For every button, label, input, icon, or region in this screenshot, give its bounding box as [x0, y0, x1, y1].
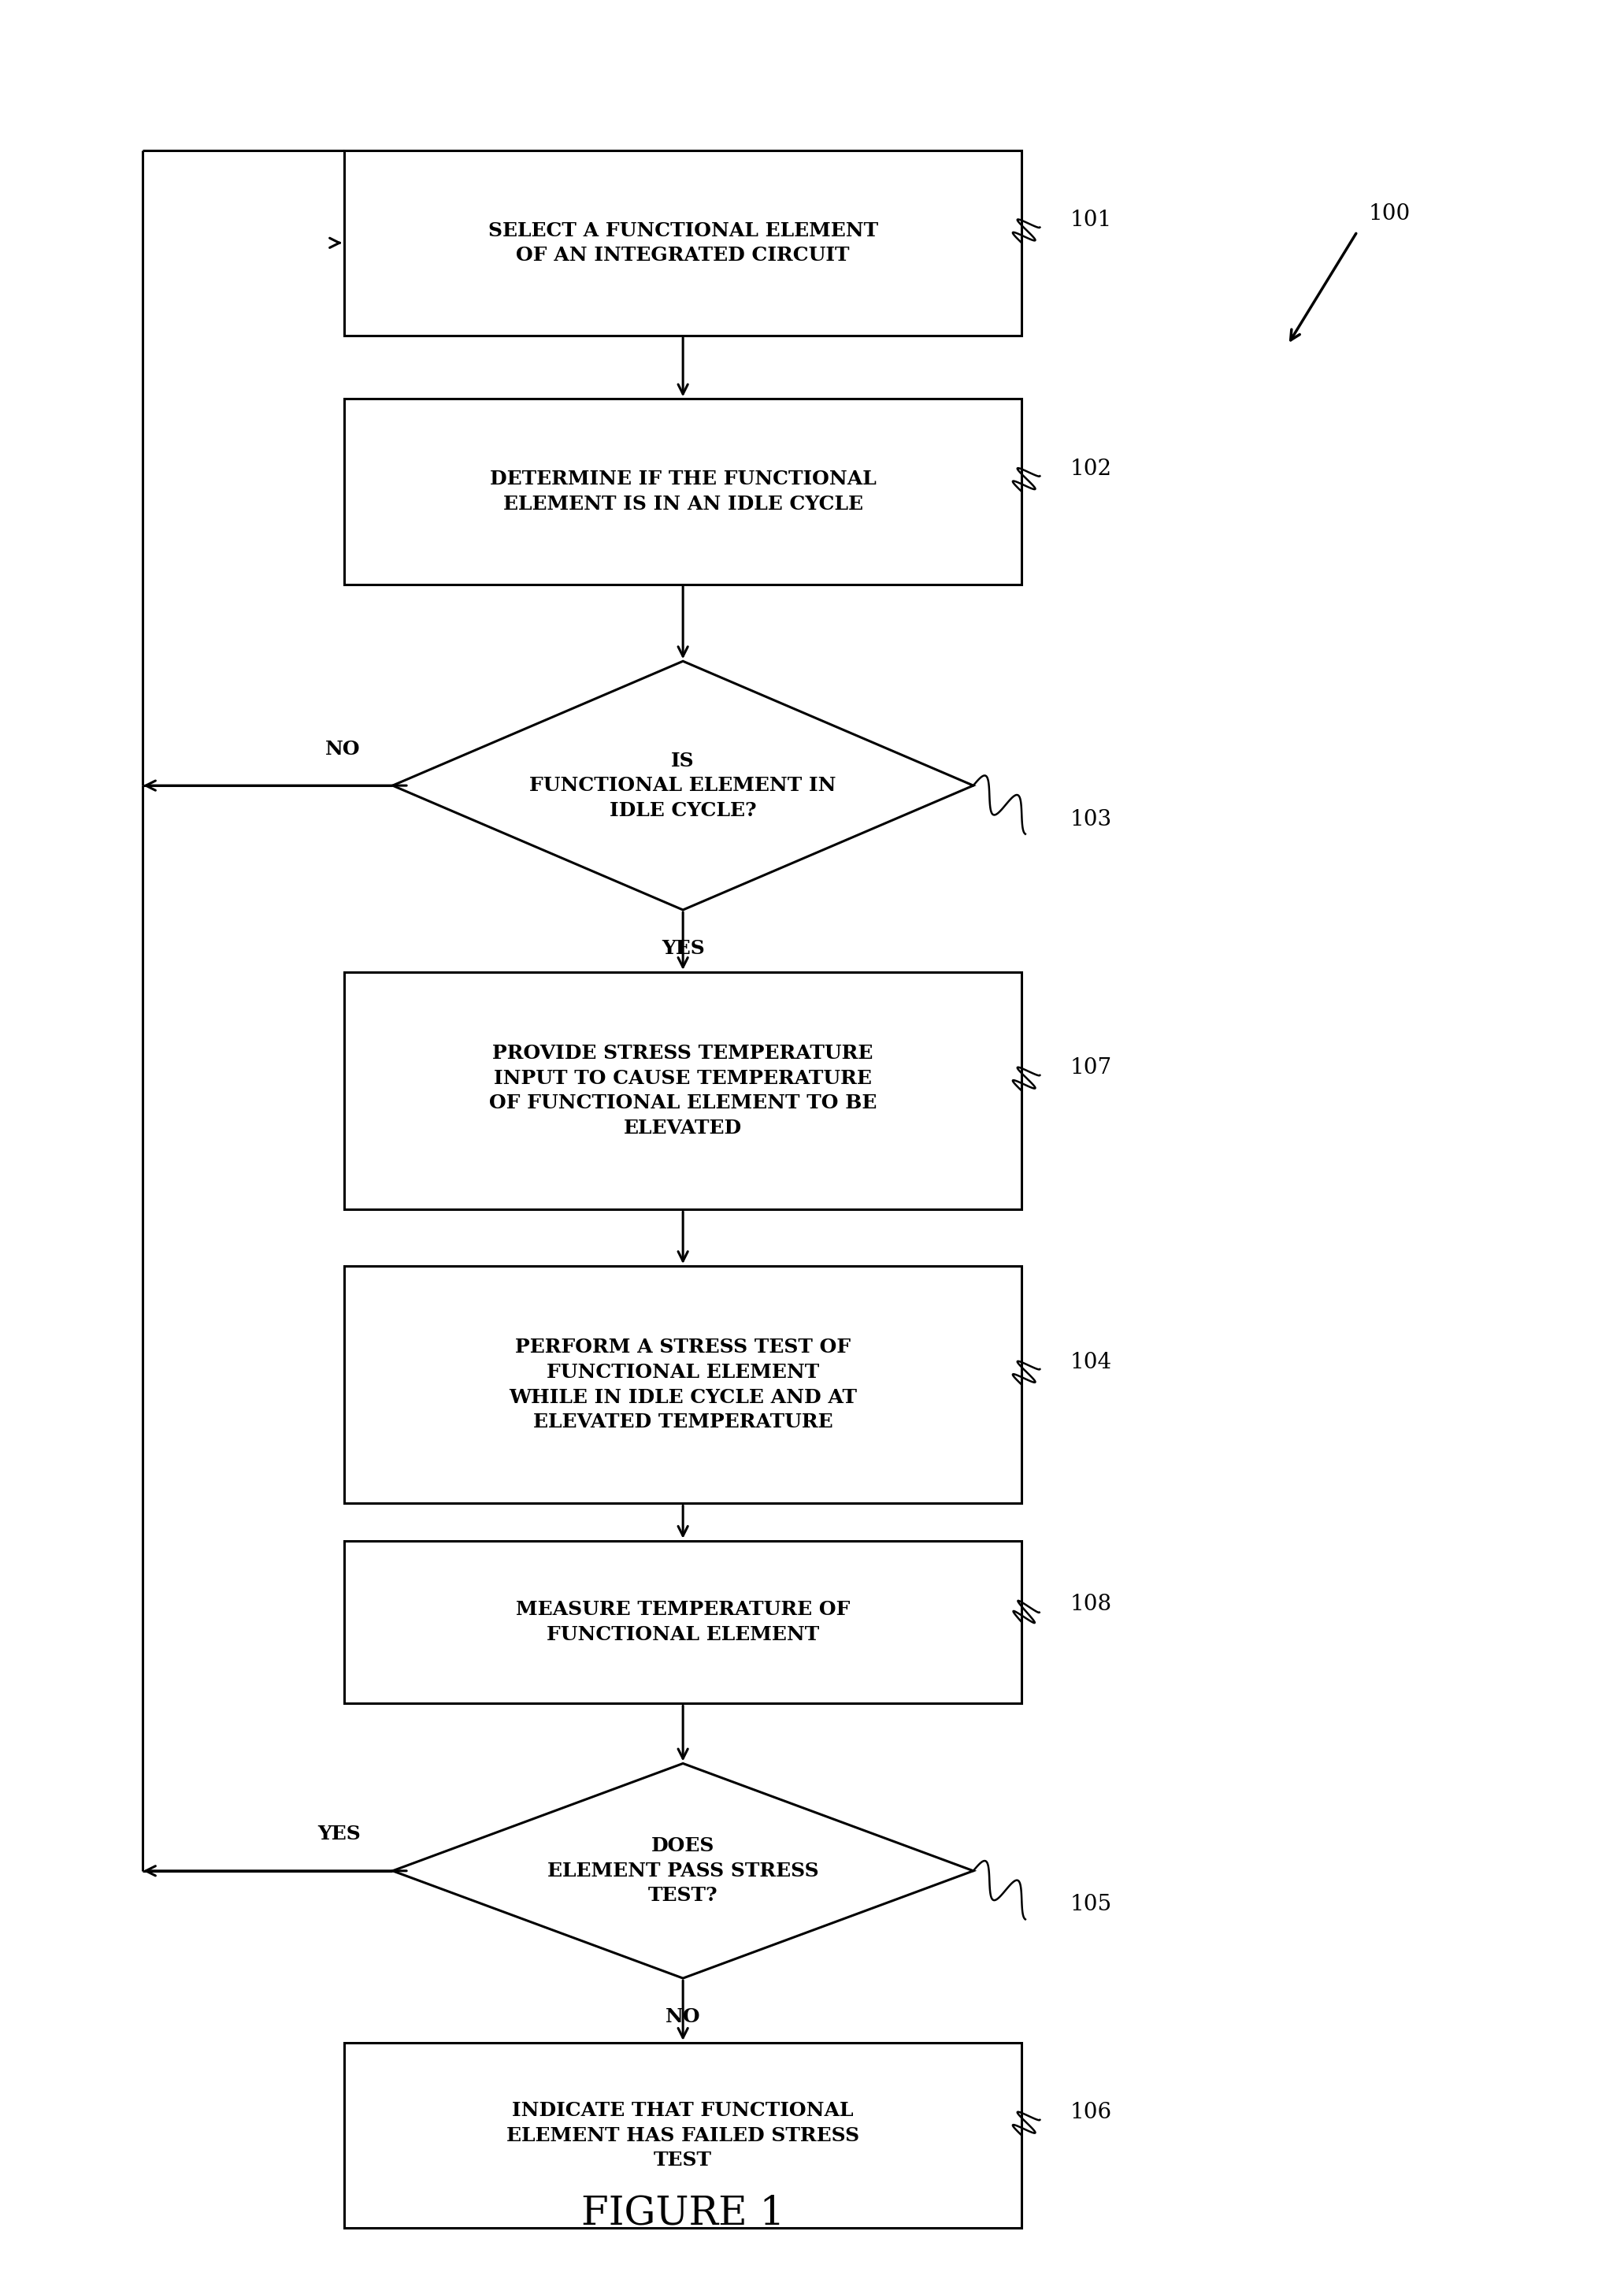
Text: 102: 102 — [1070, 459, 1112, 479]
Text: YES: YES — [661, 938, 705, 959]
Text: NO: NO — [666, 2008, 700, 2027]
Text: 104: 104 — [1070, 1352, 1112, 1372]
Text: 108: 108 — [1070, 1593, 1112, 1615]
Polygon shape — [393, 1763, 973, 1979]
Bar — [344, 400, 1021, 584]
Bar — [344, 2043, 1021, 2229]
Bar — [344, 1266, 1021, 1504]
Text: NO: NO — [325, 738, 361, 759]
Text: YES: YES — [317, 1824, 361, 1843]
Text: FIGURE 1: FIGURE 1 — [581, 2195, 784, 2233]
Text: MEASURE TEMPERATURE OF
FUNCTIONAL ELEMENT: MEASURE TEMPERATURE OF FUNCTIONAL ELEMEN… — [516, 1599, 849, 1645]
Polygon shape — [393, 661, 973, 909]
Text: 106: 106 — [1070, 2102, 1112, 2124]
Text: DOES
ELEMENT PASS STRESS
TEST?: DOES ELEMENT PASS STRESS TEST? — [547, 1836, 818, 1906]
Text: DETERMINE IF THE FUNCTIONAL
ELEMENT IS IN AN IDLE CYCLE: DETERMINE IF THE FUNCTIONAL ELEMENT IS I… — [490, 470, 877, 513]
Text: PROVIDE STRESS TEMPERATURE
INPUT TO CAUSE TEMPERATURE
OF FUNCTIONAL ELEMENT TO B: PROVIDE STRESS TEMPERATURE INPUT TO CAUS… — [489, 1043, 877, 1138]
Text: 100: 100 — [1369, 204, 1411, 225]
Bar — [344, 1540, 1021, 1704]
Text: INDICATE THAT FUNCTIONAL
ELEMENT HAS FAILED STRESS
TEST: INDICATE THAT FUNCTIONAL ELEMENT HAS FAI… — [507, 2102, 859, 2170]
Text: PERFORM A STRESS TEST OF
FUNCTIONAL ELEMENT
WHILE IN IDLE CYCLE AND AT
ELEVATED : PERFORM A STRESS TEST OF FUNCTIONAL ELEM… — [508, 1338, 857, 1431]
Bar — [344, 972, 1021, 1209]
Text: 105: 105 — [1070, 1895, 1112, 1915]
Text: IS
FUNCTIONAL ELEMENT IN
IDLE CYCLE?: IS FUNCTIONAL ELEMENT IN IDLE CYCLE? — [529, 752, 836, 820]
Text: 107: 107 — [1070, 1056, 1112, 1079]
Text: SELECT A FUNCTIONAL ELEMENT
OF AN INTEGRATED CIRCUIT: SELECT A FUNCTIONAL ELEMENT OF AN INTEGR… — [487, 220, 879, 266]
Text: 101: 101 — [1070, 209, 1112, 232]
Bar — [344, 150, 1021, 336]
Text: 103: 103 — [1070, 809, 1112, 829]
